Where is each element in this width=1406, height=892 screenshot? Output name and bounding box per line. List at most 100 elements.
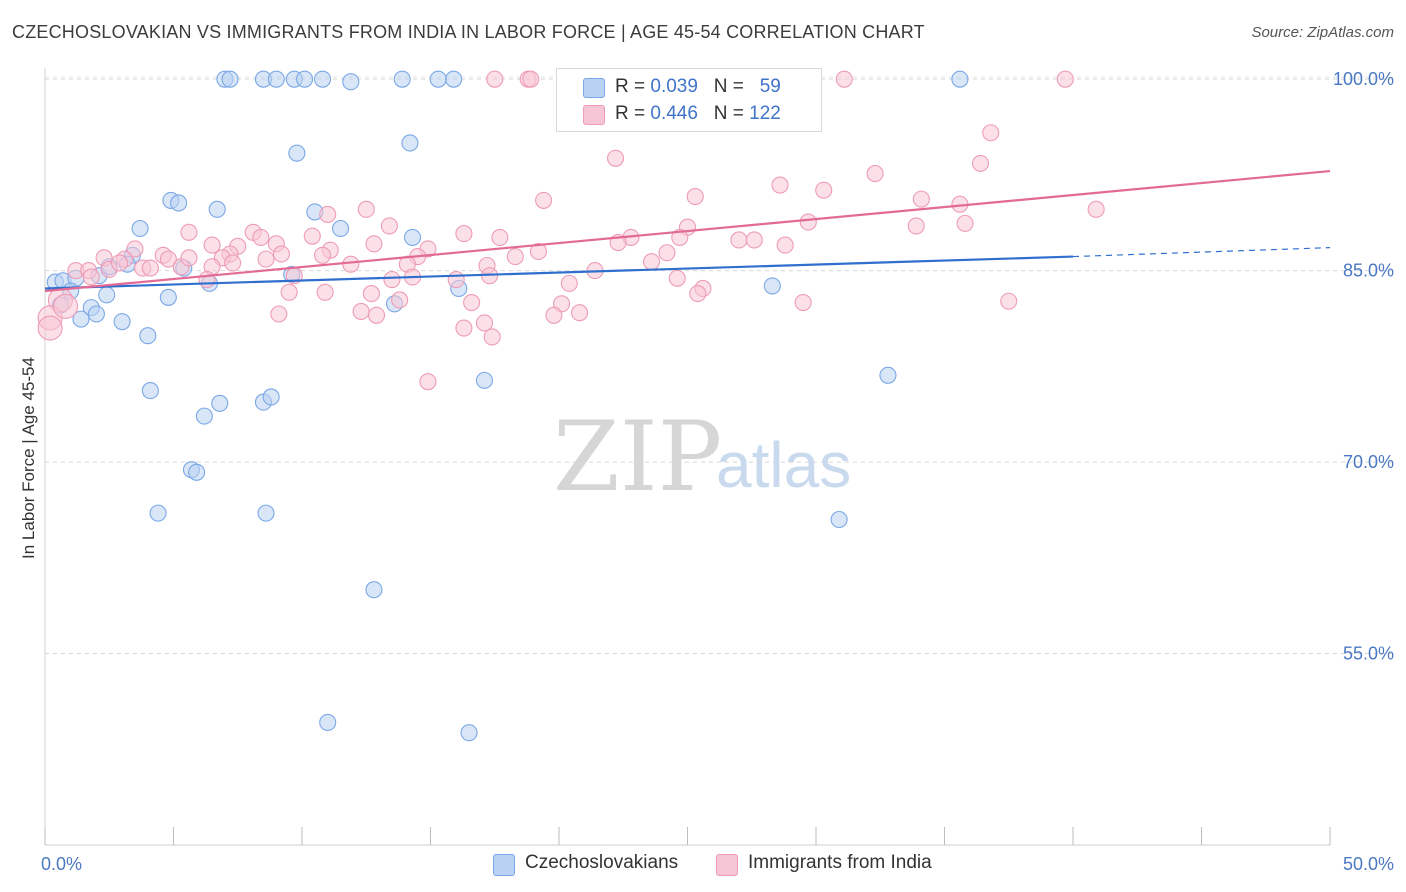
point-czechoslovakians [331, 219, 350, 238]
point-czechoslovakians [211, 394, 229, 412]
point-india [53, 293, 79, 319]
point-india [912, 190, 930, 208]
point-india [352, 302, 370, 321]
legend-label: Czechoslovakians [525, 852, 679, 873]
point-india [316, 283, 334, 301]
point-czechoslovakians [763, 277, 781, 295]
y-tick-label: 100.0% [1333, 69, 1394, 89]
point-india [82, 268, 100, 286]
point-india [159, 250, 177, 268]
point-czechoslovakians [445, 70, 463, 88]
point-india [367, 306, 386, 324]
stats-row-india: R = 0.446 N = 122 [557, 101, 821, 129]
point-czechoslovakians [159, 288, 177, 306]
point-india [658, 244, 676, 262]
point-india [799, 213, 817, 231]
point-india [362, 285, 380, 303]
point-india [506, 248, 524, 266]
point-india [560, 274, 578, 292]
point-india [745, 231, 763, 249]
point-czechoslovakians [401, 134, 419, 152]
point-india [365, 235, 383, 253]
trend-line-czechoslovakians-extension [1072, 247, 1331, 258]
point-india [491, 228, 509, 246]
point-india [280, 283, 298, 301]
stats-row-czechoslovakians: R = 0.039 N = 59 [557, 74, 821, 102]
point-india [545, 306, 563, 324]
axis-layer: 55.0% 70.0% 85.0% 100.0% [44, 68, 1394, 846]
point-india [668, 269, 686, 287]
x-tick-label-min: 0.0% [41, 854, 82, 874]
stats-text: R = 0.446 N = 122 [615, 103, 781, 125]
point-czechoslovakians [87, 305, 105, 323]
r-value: 0.446 [650, 103, 698, 124]
point-czechoslovakians [365, 581, 383, 599]
point-india [110, 254, 129, 272]
point-india [486, 70, 504, 88]
point-india [835, 70, 853, 88]
point-czechoslovakians [141, 382, 159, 400]
stats-swatch-pink [583, 105, 605, 125]
point-czechoslovakians [257, 504, 275, 522]
point-india [671, 228, 689, 246]
grid-layer [45, 76, 1394, 655]
point-india [815, 181, 833, 199]
stats-box: R = 0.039 N = 59 R = 0.446 N = 122 [556, 68, 822, 132]
point-czechoslovakians [393, 70, 411, 88]
point-india [272, 245, 290, 263]
point-czechoslovakians [131, 219, 149, 238]
point-india [771, 176, 789, 194]
point-czechoslovakians [208, 200, 226, 218]
n-value: 59 [759, 76, 781, 97]
point-india [907, 217, 925, 235]
point-czechoslovakians [951, 70, 969, 88]
point-czechoslovakians [830, 510, 848, 529]
legend: Czechoslovakians Immigrants from India [0, 850, 1406, 878]
point-czechoslovakians [879, 366, 897, 384]
point-czechoslovakians [403, 228, 422, 246]
point-india [642, 253, 661, 271]
point-czechoslovakians [195, 407, 213, 425]
point-india [1087, 200, 1105, 218]
point-czechoslovakians [296, 70, 314, 88]
point-india [391, 291, 409, 309]
r-value: 0.039 [650, 76, 698, 97]
point-india [1000, 292, 1018, 310]
point-india [126, 240, 144, 258]
point-india [198, 270, 216, 289]
point-czechoslovakians [221, 70, 239, 88]
point-india [141, 259, 159, 277]
y-tick-label: 85.0% [1343, 261, 1394, 281]
trend-layer [44, 169, 1331, 293]
point-india [37, 315, 63, 341]
watermark: ZIP atlas [553, 401, 851, 513]
point-india [380, 217, 398, 235]
point-india [314, 246, 332, 264]
point-czechoslovakians [342, 73, 360, 91]
point-czechoslovakians [319, 713, 337, 732]
point-czechoslovakians [113, 313, 131, 331]
point-india [342, 255, 360, 273]
point-czechoslovakians [267, 70, 285, 88]
point-czechoslovakians [170, 194, 188, 212]
point-india [866, 165, 884, 183]
point-czechoslovakians [139, 327, 157, 345]
point-india [776, 236, 794, 254]
point-india [475, 314, 494, 332]
point-czechoslovakians [314, 70, 332, 88]
point-india [535, 191, 553, 209]
point-india [203, 236, 221, 254]
stats-text: R = 0.039 N = 59 [615, 76, 781, 98]
point-india [419, 373, 437, 391]
point-india [357, 200, 375, 218]
chart-source: Source: ZipAtlas.com [1251, 24, 1394, 41]
legend-label: Immigrants from India [748, 852, 932, 873]
point-czechoslovakians [72, 310, 90, 328]
point-india [383, 270, 401, 289]
point-czechoslovakians [188, 463, 206, 481]
stats-swatch-blue [583, 78, 605, 98]
point-india [522, 70, 540, 88]
x-tick-label-max: 50.0% [1343, 854, 1394, 874]
point-india [455, 225, 473, 243]
